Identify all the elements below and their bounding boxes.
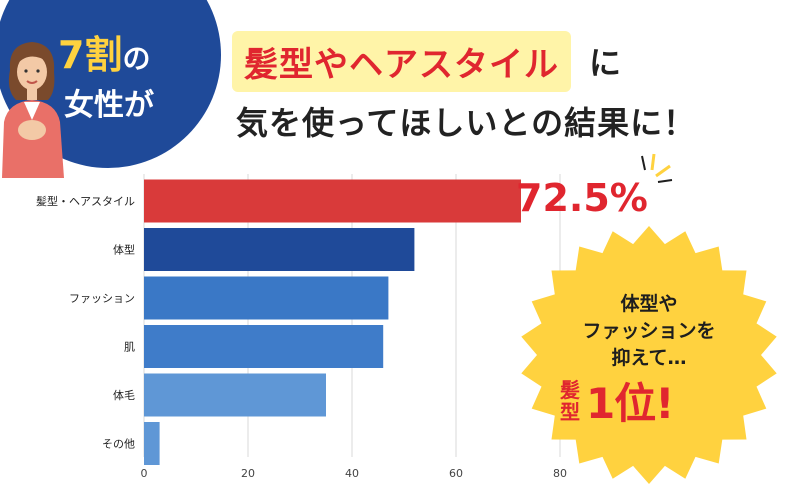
x-tick-label: 40: [345, 467, 359, 480]
category-label: その他: [102, 438, 135, 451]
headline-particle: に: [589, 44, 622, 82]
x-tick-label: 80: [553, 467, 567, 480]
bar-0: [144, 179, 521, 223]
bar-3: [144, 325, 384, 368]
headline-line1: 髪型やヘアスタイル に: [232, 30, 621, 92]
callout-rank: 髪 型 1位!: [560, 370, 674, 431]
top-bar-value-label: 72.5%: [516, 176, 648, 220]
headline-line2: 気を使ってほしいとの結果に！: [236, 104, 697, 142]
x-tick-label: 20: [241, 467, 255, 480]
callout-line3: 抑えて…: [611, 347, 687, 369]
callout-rank-text: 1位!: [586, 379, 674, 428]
callout-line2: ファッションを: [582, 320, 716, 342]
x-tick-label: 60: [449, 467, 463, 480]
bar-4: [144, 373, 326, 417]
badge-line2: 女性が: [64, 88, 154, 123]
x-tick-label: 0: [141, 467, 148, 480]
category-label: 体毛: [113, 388, 135, 402]
chart-x-ticks: 0 20 40 60 80: [141, 467, 568, 480]
badge-line1: 7割の: [58, 24, 150, 79]
bar-2: [144, 276, 389, 320]
callout-line1: 体型や: [620, 293, 678, 315]
badge-number: 7割: [58, 33, 123, 77]
category-label: ファッション: [69, 292, 135, 305]
badge-particle: の: [122, 42, 151, 75]
headline-highlight: 髪型やヘアスタイル: [232, 30, 571, 92]
category-label: 肌: [124, 341, 135, 354]
emphasis-lines-icon: [641, 153, 673, 183]
chart-bars: [144, 179, 521, 465]
bar-5: [144, 422, 160, 465]
bar-1: [144, 228, 415, 271]
starburst-callout: [521, 226, 777, 484]
callout-rank-prefix-bottom: 型: [560, 399, 580, 424]
category-label: 体型: [113, 243, 135, 257]
callout-rank-prefix: 髪 型: [560, 379, 580, 423]
woman-illustration: [2, 42, 64, 178]
category-label: 髪型・ヘアスタイル: [36, 194, 135, 208]
callout-rank-prefix-top: 髪: [560, 377, 580, 402]
